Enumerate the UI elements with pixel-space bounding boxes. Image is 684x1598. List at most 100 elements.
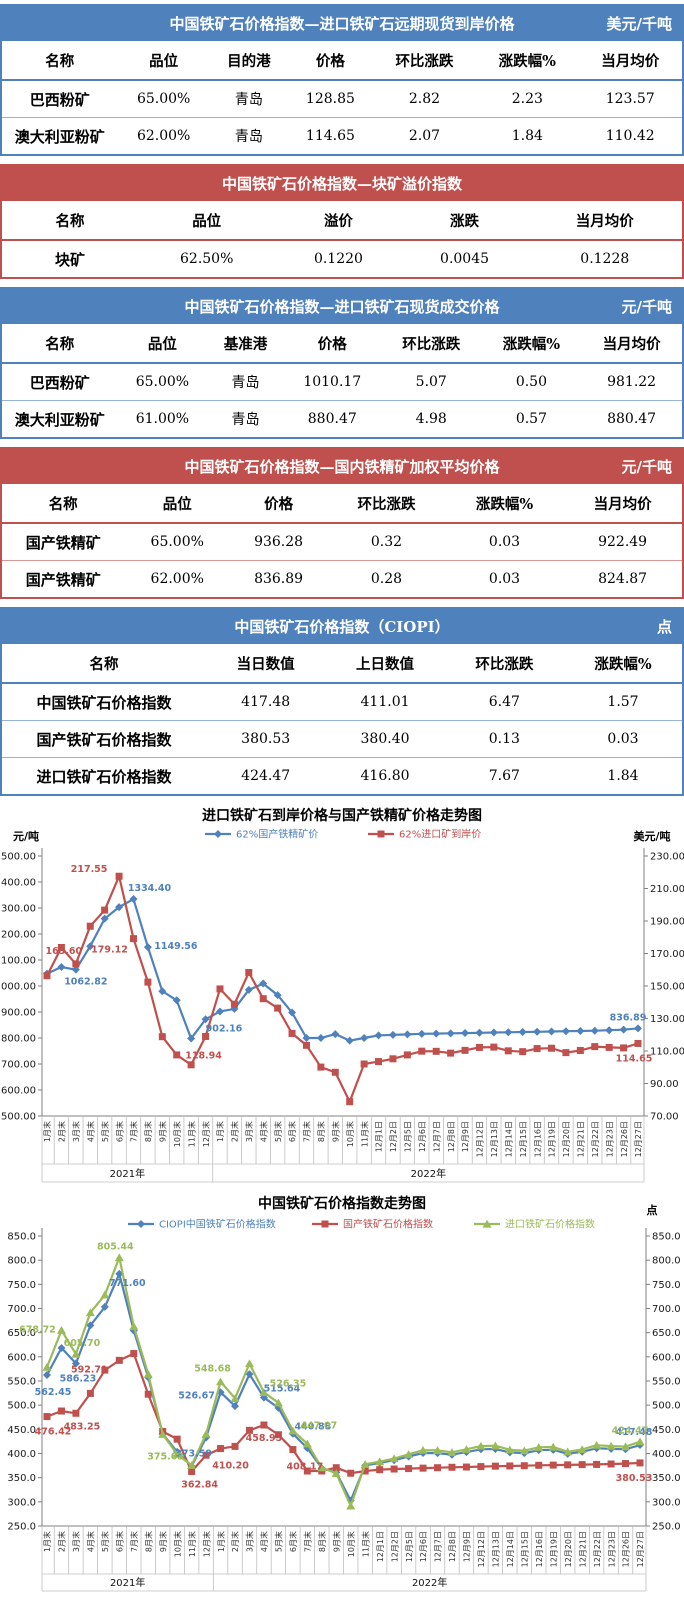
cell: 65.00% <box>117 80 210 118</box>
svg-text:12月13日: 12月13日 <box>492 1531 501 1567</box>
svg-text:12月7日: 12月7日 <box>434 1531 443 1562</box>
svg-text:8月末: 8月末 <box>317 1531 327 1552</box>
svg-text:750.0: 750.0 <box>7 1280 36 1291</box>
cell: 380.40 <box>325 720 445 758</box>
svg-text:3月末: 3月末 <box>244 1121 254 1142</box>
svg-text:CIOPI中国铁矿石价格指数: CIOPI中国铁矿石价格指数 <box>159 1218 276 1231</box>
svg-text:2月末: 2月末 <box>230 1531 240 1552</box>
cell: 128.85 <box>288 80 373 118</box>
svg-text:440.88: 440.88 <box>295 1422 332 1433</box>
data-table: 名称 当日数值 上日数值 环比涨跌 涨跌幅% 中国铁矿石价格指数 417.48 411.01 6… <box>2 644 682 794</box>
data-table: 名称 品位 价格 环比涨跌 涨跌幅% 当月均价 国产铁精矿 65.00% 936.28 0.32 0… <box>2 484 682 597</box>
svg-text:600.0: 600.0 <box>7 1352 36 1363</box>
svg-text:6月末: 6月末 <box>115 1531 125 1552</box>
svg-text:12月21日: 12月21日 <box>578 1531 587 1567</box>
svg-text:12月5日: 12月5日 <box>405 1531 414 1562</box>
column-header: 品位 <box>138 201 276 241</box>
svg-text:12月14日: 12月14日 <box>504 1121 513 1157</box>
svg-text:836.89: 836.89 <box>610 1012 647 1023</box>
svg-text:900.00: 900.00 <box>1 1008 36 1019</box>
svg-text:12月末: 12月末 <box>201 1531 211 1557</box>
table-title: 中国铁矿石价格指数—块矿溢价指数 <box>221 175 462 193</box>
svg-text:12月8日: 12月8日 <box>448 1531 457 1562</box>
svg-text:国产铁矿石价格指数: 国产铁矿石价格指数 <box>343 1218 433 1231</box>
svg-text:12月6日: 12月6日 <box>419 1531 428 1562</box>
svg-text:1100.00: 1100.00 <box>0 956 36 967</box>
svg-text:12月16日: 12月16日 <box>533 1121 542 1157</box>
svg-text:12月1日: 12月1日 <box>375 1121 384 1152</box>
svg-text:12月23日: 12月23日 <box>607 1531 616 1567</box>
cell: 123.57 <box>578 80 682 118</box>
cell: 4.98 <box>415 411 447 427</box>
svg-text:8月末: 8月末 <box>143 1121 153 1142</box>
row-name: 澳大利亚粉矿 <box>14 410 105 429</box>
svg-text:800.0: 800.0 <box>7 1256 36 1267</box>
table-unit: 元/千吨 <box>621 298 672 316</box>
column-header: 溢价 <box>275 201 402 241</box>
header-row: 名称 品位 价格 环比涨跌 涨跌幅% 当月均价 <box>2 484 682 524</box>
import-vs-domestic-price-trend-chart: 进口铁矿石到岸价格与国产铁精矿价格走势图 62%国产铁精矿价 62%进口矿到岸价 元/… <box>0 804 684 1190</box>
column-header: 当月均价 <box>527 201 682 241</box>
svg-text:美元/吨: 美元/吨 <box>633 829 670 843</box>
svg-text:130.00: 130.00 <box>650 1014 684 1025</box>
svg-text:4月末: 4月末 <box>259 1531 269 1552</box>
table-ciopi-index: 中国铁矿石价格指数（CIOPI） 点 名称 当日数值 上日数值 环比涨跌 涨跌幅% 中国铁… <box>0 607 684 796</box>
data-table: 名称 品位 基准港 价格 环比涨跌 涨跌幅% 当月均价 巴西粉矿 65.00% 青岛 1010.17… <box>2 324 682 437</box>
svg-text:4月末: 4月末 <box>85 1121 95 1142</box>
svg-text:450.0: 450.0 <box>7 1425 36 1436</box>
svg-text:1400.00: 1400.00 <box>0 878 36 889</box>
svg-text:179.12: 179.12 <box>91 945 128 956</box>
svg-text:8月末: 8月末 <box>316 1121 326 1142</box>
svg-text:2022年: 2022年 <box>412 1576 447 1589</box>
column-header: 当月均价 <box>563 484 682 524</box>
svg-text:375.63: 375.63 <box>147 1451 184 1462</box>
table-row: 中国铁矿石价格指数 417.48 411.01 6.47 1.57 <box>2 683 682 721</box>
svg-text:2022年: 2022年 <box>411 1167 446 1180</box>
svg-text:424.47: 424.47 <box>612 1426 649 1437</box>
column-header: 名称 <box>2 644 206 684</box>
svg-text:70.00: 70.00 <box>650 1112 679 1123</box>
column-header: 环比涨跌 <box>444 644 565 684</box>
svg-text:458.95: 458.95 <box>246 1433 283 1444</box>
cell: 0.03 <box>488 571 521 587</box>
cell: 824.87 <box>598 571 648 587</box>
svg-text:12月2日: 12月2日 <box>390 1531 399 1562</box>
row-name: 进口铁矿石价格指数 <box>36 767 172 786</box>
svg-text:5月末: 5月末 <box>100 1121 110 1142</box>
svg-text:12月19日: 12月19日 <box>549 1531 558 1567</box>
svg-text:850.0: 850.0 <box>652 1232 681 1243</box>
svg-text:点: 点 <box>647 1203 658 1217</box>
svg-text:350.0: 350.0 <box>7 1473 36 1484</box>
svg-text:562.45: 562.45 <box>35 1387 72 1398</box>
svg-text:450.0: 450.0 <box>652 1425 681 1436</box>
svg-text:771.60: 771.60 <box>109 1278 146 1289</box>
row-name: 澳大利亚粉矿 <box>14 127 105 146</box>
column-header: 上日数值 <box>325 644 445 684</box>
cell: 110.42 <box>605 128 655 144</box>
table-title: 中国铁矿石价格指数（CIOPI） <box>234 618 450 636</box>
svg-text:650.0: 650.0 <box>7 1328 36 1339</box>
svg-text:6月末: 6月末 <box>288 1531 298 1552</box>
column-header: 环比涨跌 <box>327 484 446 524</box>
cell: 0.50 <box>481 363 582 401</box>
svg-text:500.00: 500.00 <box>1 1112 36 1123</box>
svg-text:12月22日: 12月22日 <box>591 1121 600 1157</box>
header-row: 名称 当日数值 上日数值 环比涨跌 涨跌幅% <box>2 644 682 684</box>
svg-text:9月末: 9月末 <box>330 1121 340 1142</box>
svg-text:11月末: 11月末 <box>359 1121 369 1147</box>
svg-text:2021年: 2021年 <box>110 1167 145 1180</box>
cell: 424.47 <box>241 768 291 784</box>
column-header: 名称 <box>2 484 125 524</box>
svg-text:1062.82: 1062.82 <box>64 977 107 988</box>
svg-text:10月末: 10月末 <box>345 1121 355 1147</box>
svg-text:750.0: 750.0 <box>652 1280 681 1291</box>
svg-text:1334.40: 1334.40 <box>128 883 172 894</box>
row-name: 巴西粉矿 <box>2 80 118 118</box>
svg-text:550.0: 550.0 <box>652 1377 681 1388</box>
ciopi-index-trend-chart: 中国铁矿石价格指数走势图 CIOPI中国铁矿石价格指数 国产铁矿石价格指数 进口铁矿石… <box>0 1190 684 1598</box>
svg-text:12月16日: 12月16日 <box>535 1531 544 1567</box>
svg-text:12月12日: 12月12日 <box>476 1121 485 1157</box>
column-header: 基准港 <box>207 324 284 364</box>
svg-text:850.0: 850.0 <box>7 1232 36 1243</box>
svg-text:12月1日: 12月1日 <box>376 1531 385 1562</box>
